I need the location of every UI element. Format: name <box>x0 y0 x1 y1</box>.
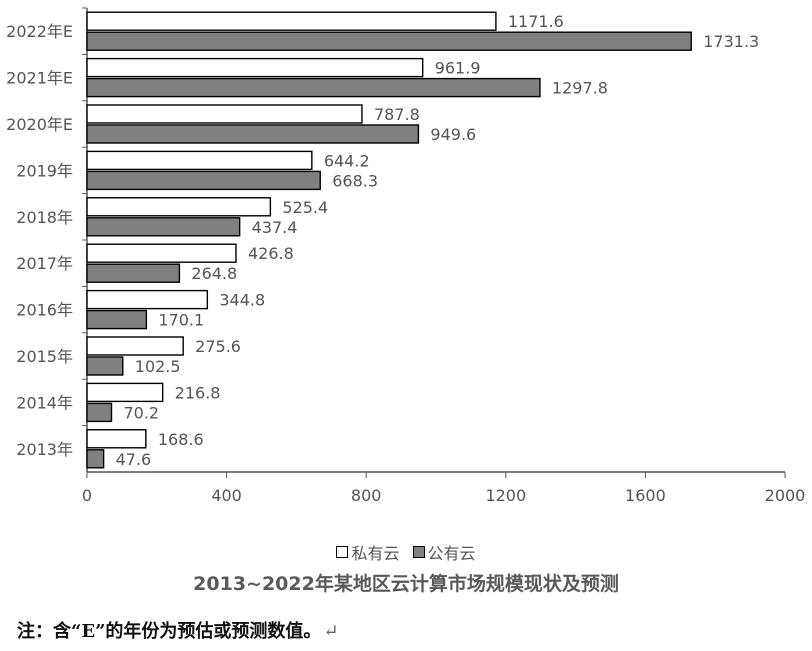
bar-public <box>86 77 541 98</box>
data-label-private: 344.8 <box>219 291 265 310</box>
data-label-private: 961.9 <box>435 59 481 78</box>
category-label: 2021年E <box>6 69 73 88</box>
bar-private <box>86 11 497 31</box>
bar-public <box>86 124 420 144</box>
data-label-public: 170.1 <box>158 311 204 330</box>
category-label: 2016年 <box>16 301 73 320</box>
data-label-public: 47.6 <box>116 450 152 469</box>
footnote: 注：含“E”的年份为预估或预测数值。 ↵ <box>17 617 339 643</box>
data-label-private: 216.8 <box>175 383 221 402</box>
bar-chart: 0 400 800 1200 1600 2000 2022年E 1171.6 1731.3 202… <box>6 7 806 505</box>
bar-public <box>86 309 148 330</box>
bar-private <box>86 150 313 171</box>
x-tick-label: 1200 <box>485 486 526 505</box>
data-label-public: 1731.3 <box>703 32 759 51</box>
data-label-private: 275.6 <box>195 337 241 356</box>
category-label: 2014年 <box>16 393 73 412</box>
chart-title: 2013~2022年某地区云计算市场规模现状及预测 <box>193 573 619 595</box>
x-tick-label: 1600 <box>625 486 666 505</box>
data-label-public: 949.6 <box>430 125 476 144</box>
bar-private <box>86 104 363 124</box>
category-label: 2013年 <box>16 440 73 459</box>
legend-item-private: 私有云 <box>336 540 399 564</box>
data-label-private: 168.6 <box>158 430 204 449</box>
data-label-private: 525.4 <box>282 198 328 217</box>
bar-public <box>86 31 692 51</box>
bar-public <box>86 263 181 283</box>
bar-public <box>86 356 124 376</box>
data-label-private: 426.8 <box>248 244 294 263</box>
bar-public <box>86 449 105 469</box>
bar-private <box>86 336 184 356</box>
x-tick-label: 2000 <box>765 486 806 505</box>
chart-legend: 私有云 公有云 <box>0 540 812 564</box>
legend-label-private: 私有云 <box>351 544 400 563</box>
category-label: 2017年 <box>16 254 73 273</box>
bar-private <box>86 289 209 310</box>
legend-swatch-private <box>336 546 349 558</box>
bar-public <box>86 402 113 423</box>
data-label-public: 1297.8 <box>552 79 608 98</box>
bar-private <box>86 197 272 217</box>
data-label-private: 1171.6 <box>508 12 564 31</box>
category-label: 2015年 <box>16 347 73 366</box>
return-mark: ↵ <box>323 621 339 642</box>
data-label-public: 668.3 <box>332 171 378 190</box>
bar-private <box>86 382 164 403</box>
data-label-private: 644.2 <box>324 151 370 170</box>
category-label: 2018年 <box>16 208 73 227</box>
bar-public <box>86 217 241 237</box>
category-label: 2019年 <box>16 161 73 180</box>
x-tick-label: 800 <box>351 486 382 505</box>
footnote-text: 注：含“E”的年份为预估或预测数值。 <box>17 621 322 642</box>
bar-private <box>86 429 147 449</box>
category-label: 2022年E <box>6 22 73 41</box>
data-label-public: 437.4 <box>252 218 298 237</box>
legend-item-public: 公有云 <box>412 540 476 564</box>
bar-public <box>86 170 321 191</box>
bar-private <box>86 57 424 78</box>
data-label-public: 264.8 <box>191 264 237 283</box>
bar-private <box>86 243 237 263</box>
data-label-public: 70.2 <box>123 403 159 422</box>
data-label-private: 787.8 <box>374 105 420 124</box>
x-tick-label: 0 <box>82 486 92 505</box>
data-label-public: 102.5 <box>135 357 181 376</box>
x-tick-label: 400 <box>211 486 242 505</box>
legend-swatch-public <box>412 546 425 558</box>
category-label: 2020年E <box>6 115 73 134</box>
legend-label-public: 公有云 <box>427 544 476 563</box>
